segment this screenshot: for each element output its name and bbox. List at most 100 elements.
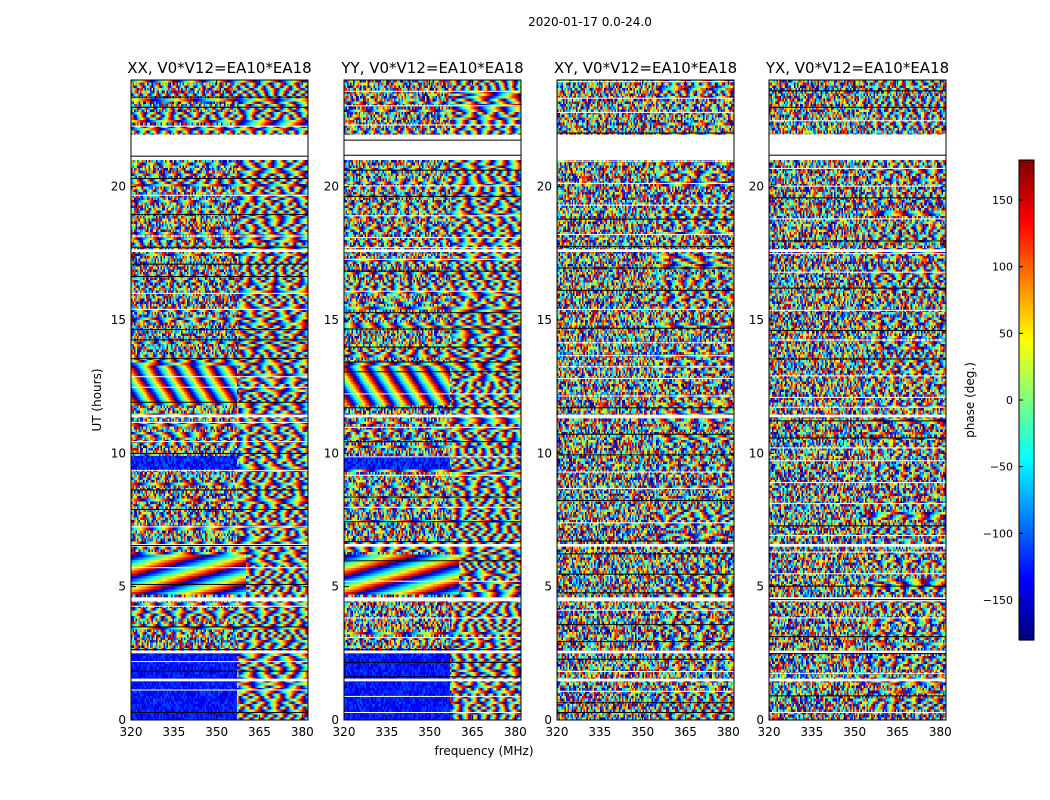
colorbar-swatch	[1019, 217, 1034, 221]
flag-line	[344, 185, 521, 187]
colorbar-swatch	[1019, 439, 1034, 443]
flag-line	[557, 471, 734, 473]
flag-line	[344, 541, 521, 543]
x-tick-label: 320	[758, 725, 781, 739]
colorbar-swatch	[1019, 235, 1034, 239]
colorbar-swatch	[1019, 289, 1034, 293]
flag-line	[557, 377, 734, 379]
flag-line	[344, 637, 521, 639]
colorbar-swatch	[1019, 322, 1034, 326]
colorbar-swatch	[1019, 313, 1034, 317]
colorbar-swatch	[1019, 598, 1034, 602]
colorbar-swatch	[1019, 583, 1034, 587]
colorbar-swatch	[1019, 622, 1034, 626]
colorbar-swatch	[1019, 331, 1034, 335]
flag-line	[131, 509, 308, 511]
panel-title: XX, V0*V12=EA10*EA18	[127, 59, 311, 77]
flag-line	[557, 553, 734, 555]
colorbar-swatch	[1019, 571, 1034, 575]
flag-line	[131, 712, 308, 713]
flag-line	[557, 417, 734, 419]
phase-heatmap-xx	[131, 80, 308, 720]
colorbar-swatch	[1019, 175, 1034, 179]
flag-line	[344, 407, 521, 409]
flag-line	[557, 573, 734, 575]
y-tick-label: 5	[544, 580, 552, 594]
data-gap	[769, 249, 946, 252]
y-tick-label: 20	[749, 180, 764, 194]
colorbar-swatch	[1019, 382, 1034, 386]
colorbar-swatch	[1019, 295, 1034, 299]
flag-line	[131, 376, 308, 378]
colorbar-swatch	[1019, 310, 1034, 314]
colorbar-swatch	[1019, 412, 1034, 416]
flag-line	[344, 580, 521, 582]
colorbar-swatch	[1019, 394, 1034, 398]
flag-line	[557, 690, 734, 692]
flag-line	[557, 355, 734, 357]
colorbar-swatch	[1019, 508, 1034, 512]
flag-line	[557, 407, 734, 409]
x-tick-label: 365	[248, 725, 271, 739]
flag-line	[557, 97, 734, 99]
colorbar-swatch	[1019, 337, 1034, 341]
colorbar-swatch	[1019, 172, 1034, 176]
flag-line	[769, 447, 946, 449]
flag-line	[557, 149, 734, 151]
colorbar-swatch	[1019, 628, 1034, 632]
colorbar-swatch	[1019, 400, 1034, 404]
data-gap	[344, 678, 521, 682]
flag-line	[344, 169, 521, 171]
colorbar-swatch	[1019, 226, 1034, 230]
flag-line	[557, 81, 734, 83]
colorbar-swatch	[1019, 616, 1034, 620]
flag-line	[557, 702, 734, 704]
colorbar-swatch	[1019, 418, 1034, 422]
colorbar-swatch	[1019, 211, 1034, 215]
flag-line	[131, 235, 308, 237]
flag-line	[344, 598, 521, 600]
flag-line	[769, 396, 946, 398]
panel-frame	[768, 79, 947, 721]
colorbar-tick-label: −100	[983, 527, 1013, 540]
colorbar-swatch	[1019, 253, 1034, 257]
panel-title: YX, V0*V12=EA10*EA18	[765, 59, 949, 77]
colorbar-swatch	[1019, 334, 1034, 338]
colorbar-swatch	[1019, 319, 1034, 323]
colorbar-swatch	[1019, 358, 1034, 362]
colorbar-swatch	[1019, 607, 1034, 611]
colorbar-swatch	[1019, 511, 1034, 515]
colorbar-swatch	[1019, 637, 1034, 641]
x-tick-label: 380	[929, 725, 952, 739]
colorbar-tick-label: 50	[999, 327, 1013, 340]
colorbar-swatch	[1019, 532, 1034, 536]
flag-line	[557, 454, 734, 456]
y-tick-label: 0	[544, 713, 552, 727]
colorbar-swatch	[1019, 565, 1034, 569]
flag-line	[557, 540, 734, 542]
flag-line	[557, 592, 734, 594]
colorbar-swatch	[1019, 514, 1034, 518]
colorbar-swatch	[1019, 316, 1034, 320]
colorbar-swatch	[1019, 484, 1034, 488]
colorbar: 150 100 50 0 −50 −100 −150	[983, 159, 1035, 641]
colorbar-swatch	[1019, 250, 1034, 254]
y-tick-label: 0	[756, 713, 764, 727]
y-tick-label: 10	[537, 446, 552, 460]
colorbar-swatch	[1019, 415, 1034, 419]
panel-yy: YY, V0*V12=EA10*EA18 320 335 350 365 380 0 5 10 1…	[324, 59, 527, 739]
colorbar-swatch	[1019, 292, 1034, 296]
colorbar-swatch	[1019, 406, 1034, 410]
colorbar-swatch	[1019, 223, 1034, 227]
flag-line	[557, 204, 734, 206]
colorbar-swatch	[1019, 301, 1034, 305]
flag-line	[557, 289, 734, 291]
colorbar-swatch	[1019, 247, 1034, 251]
flag-line	[769, 636, 946, 638]
x-tick-label: 365	[674, 725, 697, 739]
flag-line	[769, 503, 946, 505]
panel-xy: XY, V0*V12=EA10*EA18 320 335 350 365 380 0 5 10 1…	[537, 59, 740, 739]
y-tick-label: 0	[331, 713, 339, 727]
y-tick-label: 20	[324, 180, 339, 194]
colorbar-swatch	[1019, 433, 1034, 437]
